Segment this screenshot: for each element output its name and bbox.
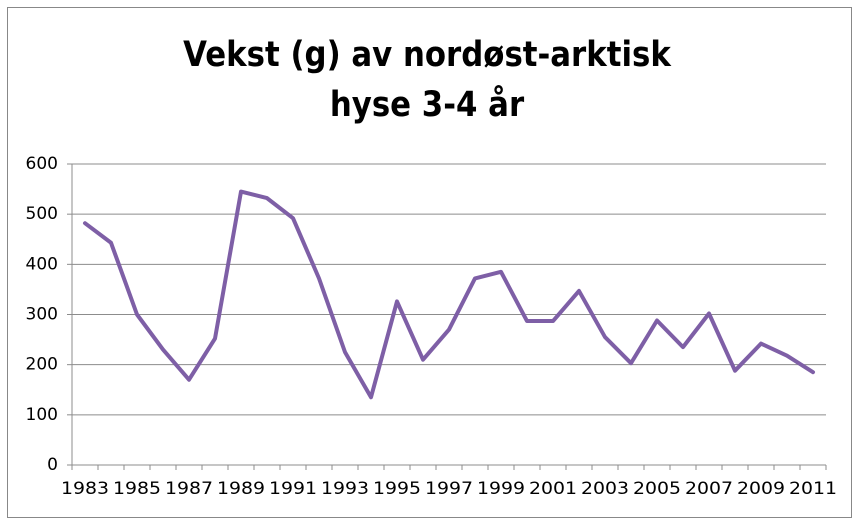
y-tick-label: 0	[47, 455, 58, 475]
y-tick-label: 400	[26, 254, 58, 274]
y-tick-label: 200	[26, 355, 58, 375]
x-tick-label: 1987	[165, 479, 213, 499]
x-tick-label: 2003	[581, 479, 629, 499]
x-tick-label: 1999	[477, 479, 525, 499]
x-tick-label: 1991	[269, 479, 317, 499]
x-tick-label: 1997	[425, 479, 473, 499]
x-tick-label: 2007	[685, 479, 733, 499]
chart-border	[7, 7, 852, 518]
x-tick-label: 2001	[529, 479, 577, 499]
x-tick-label: 1995	[373, 479, 421, 499]
x-tick-label: 2009	[737, 479, 785, 499]
x-tick-label: 1989	[217, 479, 265, 499]
y-tick-label: 600	[26, 154, 58, 174]
x-tick-label: 1985	[113, 479, 161, 499]
y-tick-label: 100	[26, 405, 58, 425]
y-tick-label: 300	[26, 305, 58, 325]
x-tick-label: 2005	[633, 479, 681, 499]
y-tick-label: 500	[26, 204, 58, 224]
data-line	[83, 189, 815, 400]
x-tick-label: 1983	[61, 479, 109, 499]
x-tick-label: 1993	[321, 479, 369, 499]
chart-title: Vekst (g) av nordøst-arktisk hyse 3-4 år	[183, 35, 671, 125]
x-tick-label: 2011	[789, 479, 837, 499]
